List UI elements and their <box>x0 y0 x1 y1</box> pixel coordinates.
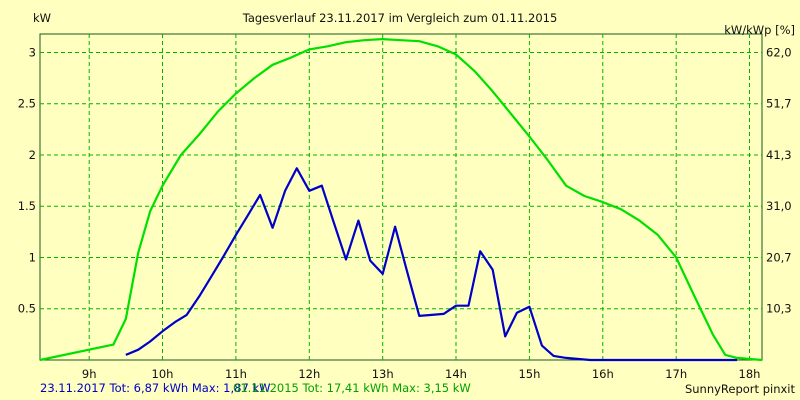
y-tick-label-left: 1 <box>29 251 36 265</box>
series-line-blue <box>125 167 738 362</box>
y-axis-left-ticks: 0.5 1 1.5 2 2.5 3 <box>18 46 36 316</box>
footer-blue-summary: 23.11.2017 Tot: 6,87 kWh Max: 1,87 kW <box>40 381 270 395</box>
y-tick-label-left: 1.5 <box>18 199 36 213</box>
footer-credit: SunnyReport pinxit <box>685 382 796 396</box>
x-tick-label: 15h <box>518 367 540 381</box>
chart-title: Tagesverlauf 23.11.2017 im Vergleich zum… <box>242 11 558 25</box>
x-tick-label: 14h <box>445 367 467 381</box>
x-tick-label: 9h <box>82 367 97 381</box>
y-tick-label-right: 51,7 <box>766 97 792 111</box>
footer-green-summary: 01.11.2015 Tot: 17,41 kWh Max: 3,15 kW <box>233 381 471 395</box>
y-axis-right-label: kW/kWp [%] <box>724 23 795 37</box>
x-tick-label: 13h <box>372 367 394 381</box>
y-tick-label-left: 0.5 <box>18 302 36 316</box>
series-group <box>39 37 763 362</box>
x-tick-label: 11h <box>225 367 247 381</box>
y-tick-label-right: 10,3 <box>766 302 792 316</box>
x-tick-label: 18h <box>739 367 761 381</box>
y-tick-label-right: 20,7 <box>766 251 792 265</box>
grid <box>40 34 762 360</box>
plot-area <box>39 33 763 361</box>
x-tick-label: 10h <box>152 367 174 381</box>
y-tick-label-right: 31,0 <box>766 199 792 213</box>
y-axis-right-ticks: 10,3 20,7 31,0 41,3 51,7 62,0 <box>766 46 792 316</box>
x-tick-label: 17h <box>665 367 687 381</box>
y-tick-label-left: 3 <box>29 46 36 60</box>
x-axis-ticks: 9h 10h 11h 12h 13h 14h 15h 16h 17h 18h <box>82 367 761 381</box>
y-axis-left-label: kW <box>33 11 51 25</box>
y-tick-label-left: 2 <box>29 148 36 162</box>
y-tick-label-right: 62,0 <box>766 46 792 60</box>
x-tick-label: 12h <box>298 367 320 381</box>
x-tick-label: 16h <box>592 367 614 381</box>
y-tick-label-right: 41,3 <box>766 148 792 162</box>
y-tick-label-left: 2.5 <box>18 97 36 111</box>
series-line-green <box>39 37 763 362</box>
